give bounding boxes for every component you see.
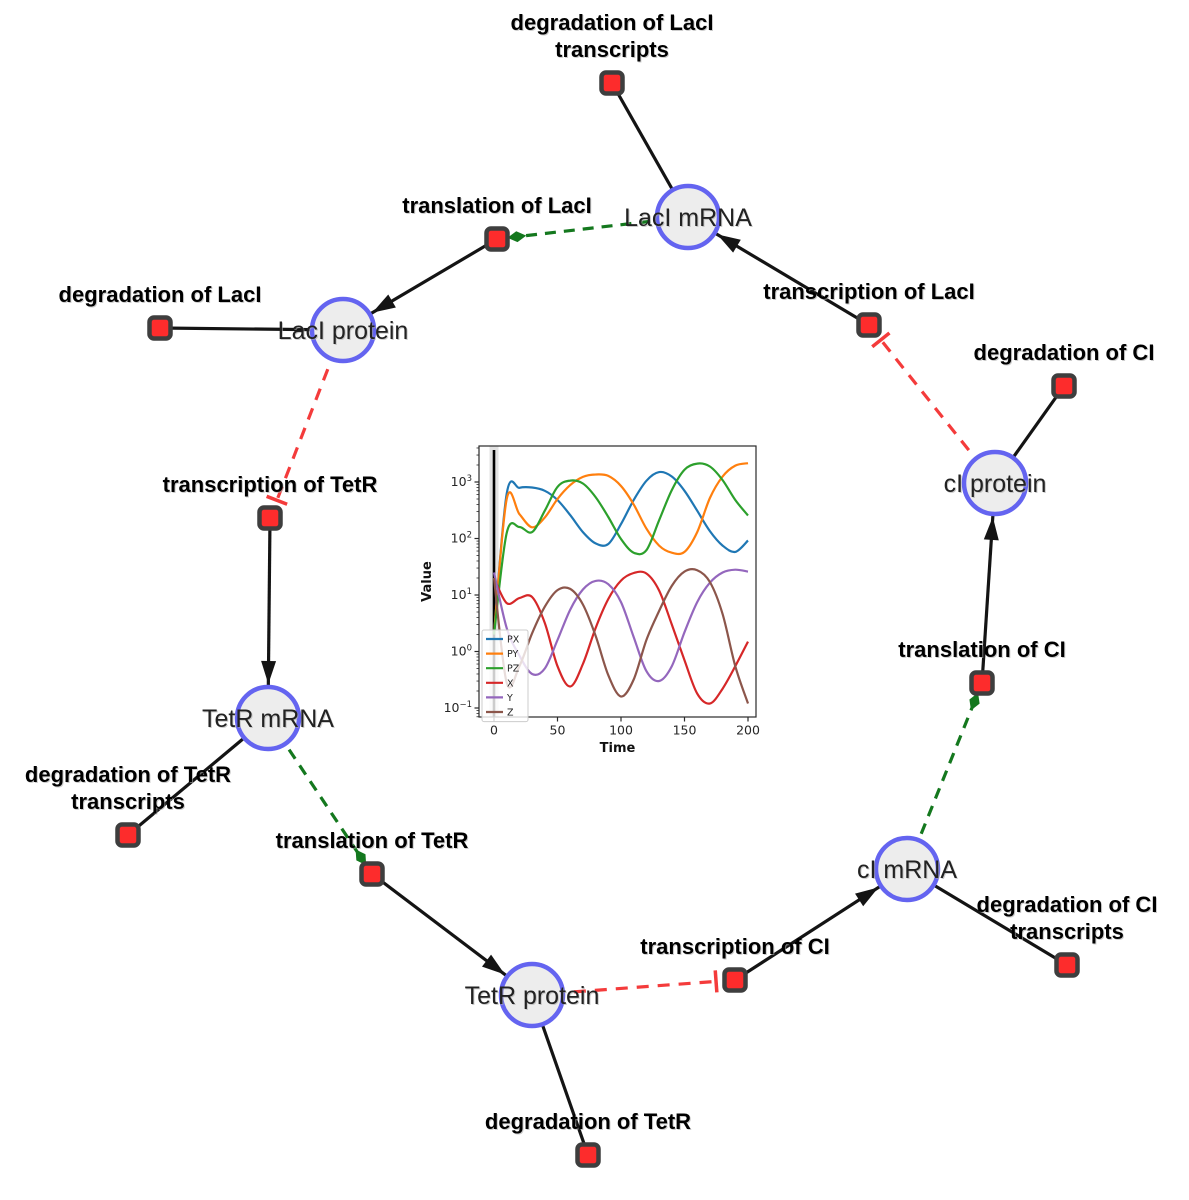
reaction-label-deg-ci-line1: degradation of CI	[974, 340, 1155, 365]
edge-tetr-protein-transcription-ci-tbar	[713, 970, 719, 993]
species-node-laci-protein[interactable]	[309, 296, 377, 364]
simulation-plot: 0 50 100 150 200 10−1 100 101 102 103 Time Value PX P…	[420, 445, 760, 756]
reaction-label-deg-laci-transcripts-line1: degradation of LacI	[511, 10, 714, 35]
chart-series-y	[492, 568, 749, 683]
reaction-node-transcription-ci[interactable]	[722, 967, 748, 993]
species-label-laci-mrna: LacI mRNA	[624, 204, 752, 232]
y-tick-label: 103	[451, 474, 472, 489]
chart-series-x	[493, 570, 749, 705]
edge-ci-mrna-translation-ci-diamond	[969, 692, 980, 711]
chart-series-py	[492, 462, 749, 635]
species-label-ci-protein: cI protein	[944, 470, 1047, 498]
edge-laci-protein-transcription-tetr-tbar	[265, 494, 288, 506]
reaction-node-translation-tetr[interactable]	[359, 861, 385, 887]
chart-spines	[478, 445, 757, 718]
legend-label-px: PX	[507, 635, 520, 646]
species-node-tetr-protein[interactable]	[498, 961, 566, 1029]
edge-transcription-tetr-tetr-mrna-arrowhead	[261, 660, 277, 685]
reaction-label-deg-ci-transcripts-line1: degradation of CI	[977, 892, 1158, 917]
legend-label-y: Y	[506, 693, 513, 704]
edge-translation-ci-ci-protein-arrowhead	[983, 516, 999, 541]
species-label-laci-protein: LacI protein	[278, 317, 409, 345]
reaction-label-translation-laci-line1: translation of LacI	[402, 193, 591, 218]
legend-label-z: Z	[507, 708, 514, 719]
y-tick-label: 102	[451, 531, 472, 546]
chart-legend-box	[481, 629, 529, 723]
reaction-label-translation-tetr-line1: translation of TetR	[276, 828, 469, 853]
y-axis-title: Value	[420, 561, 435, 602]
species-node-laci-mrna[interactable]	[654, 183, 722, 251]
x-axis-title: Time	[600, 741, 636, 756]
reaction-label-translation-ci-line1: translation of CI	[898, 637, 1065, 662]
chart-series-z	[492, 568, 750, 704]
reaction-label-deg-ci-transcripts-line2: transcripts	[1010, 919, 1124, 944]
edge-translation-ci-ci-protein	[980, 482, 997, 684]
reaction-node-transcription-tetr[interactable]	[257, 505, 283, 531]
reaction-node-deg-ci[interactable]	[1051, 373, 1077, 399]
edge-ci-protein-transcription-laci-tbar	[871, 331, 891, 349]
reaction-label-deg-tetr-transcripts-line1: degradation of TetR	[25, 762, 231, 787]
nodes-layer	[115, 70, 1080, 1168]
x-tick-label: 0	[490, 723, 498, 738]
species-node-ci-protein[interactable]	[961, 449, 1029, 517]
y-tick-label: 10−1	[444, 700, 472, 715]
edge-endings-layer	[261, 231, 999, 993]
reaction-node-deg-laci-transcripts[interactable]	[599, 70, 625, 96]
reaction-label-transcription-ci-line1: transcription of CI	[640, 934, 829, 959]
species-node-tetr-mrna[interactable]	[234, 684, 302, 752]
edge-translation-tetr-tetr-protein	[371, 872, 533, 997]
edge-transcription-ci-ci-mrna-arrowhead	[855, 887, 879, 907]
reaction-node-translation-laci[interactable]	[484, 226, 510, 252]
labels-layer: degradation of LacItranscriptstranslatio…	[25, 10, 1158, 1134]
reaction-label-deg-tetr-line1: degradation of TetR	[485, 1109, 691, 1134]
reaction-label-transcription-tetr-line1: transcription of TetR	[163, 472, 378, 497]
edge-laci-mrna-translation-laci-diamond	[507, 231, 527, 243]
reaction-node-deg-laci[interactable]	[147, 315, 173, 341]
chart-series-pz	[492, 462, 749, 635]
species-node-ci-mrna[interactable]	[873, 835, 941, 903]
legend-label-pz: PZ	[507, 664, 520, 675]
legend-label-x: X	[507, 678, 514, 689]
x-tick-label: 150	[673, 723, 697, 738]
edge-tetr-mrna-translation-tetr-diamond	[355, 849, 367, 866]
y-tick-label: 101	[451, 587, 472, 602]
reaction-node-deg-tetr[interactable]	[575, 1142, 601, 1168]
species-label-tetr-protein: TetR protein	[465, 982, 600, 1010]
reaction-node-deg-tetr-transcripts[interactable]	[115, 822, 141, 848]
edge-ci-mrna-translation-ci	[905, 695, 979, 870]
edge-transcription-laci-laci-mrna-arrowhead	[717, 234, 741, 253]
edge-translation-tetr-tetr-protein-arrowhead	[482, 954, 505, 975]
reaction-label-deg-laci-transcripts-line2: transcripts	[555, 37, 669, 62]
y-tick-label: 100	[451, 644, 472, 659]
reaction-label-deg-laci-line1: degradation of LacI	[59, 282, 262, 307]
reaction-node-transcription-laci[interactable]	[856, 312, 882, 338]
reaction-node-translation-ci[interactable]	[969, 670, 995, 696]
chart-series-px	[492, 470, 749, 635]
edge-transcription-tetr-tetr-mrna	[266, 517, 272, 719]
x-tick-label: 50	[550, 723, 566, 738]
x-tick-label: 100	[609, 723, 633, 738]
reaction-label-deg-tetr-transcripts-line2: transcripts	[71, 789, 185, 814]
reaction-node-deg-ci-transcripts[interactable]	[1054, 952, 1080, 978]
species-label-tetr-mrna: TetR mRNA	[202, 705, 334, 733]
legend-label-py: PY	[507, 649, 519, 660]
species-label-ci-mrna: cI mRNA	[857, 856, 957, 884]
reaction-label-transcription-laci-line1: transcription of LacI	[763, 279, 974, 304]
edge-translation-laci-laci-protein-arrowhead	[372, 294, 396, 313]
x-tick-label: 200	[736, 723, 760, 738]
